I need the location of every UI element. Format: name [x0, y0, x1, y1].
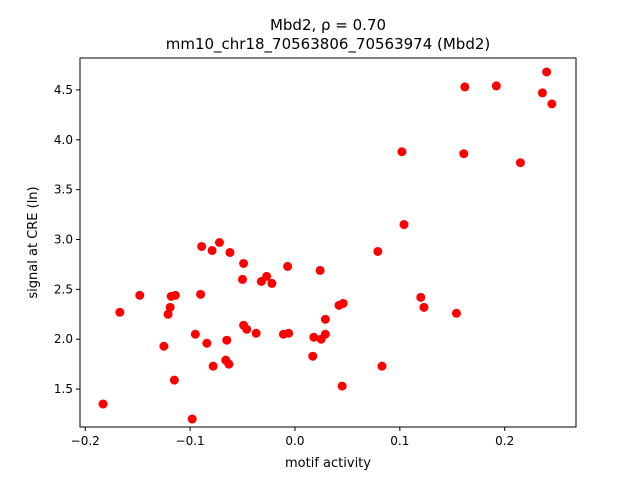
x-tick-label: −0.2: [71, 434, 100, 448]
data-point: [187, 414, 197, 424]
data-point: [242, 324, 252, 334]
data-point: [320, 329, 330, 339]
data-point: [547, 99, 557, 109]
x-tick-label: 0.2: [495, 434, 514, 448]
data-point: [399, 220, 409, 230]
axis-ticks: −0.2 −0.1 0.0 0.1 0.2 1.5 2.0 2.5 3.0 3.5 4.0 4.5: [54, 83, 514, 448]
data-point: [309, 332, 319, 342]
plot-area-frame: [79, 57, 577, 428]
x-tick-label: 0.0: [285, 434, 304, 448]
data-point: [208, 361, 218, 371]
data-point: [308, 351, 318, 361]
data-point: [416, 292, 426, 302]
chart-title-line1: Mbd2, ρ = 0.70: [270, 16, 386, 34]
data-point: [515, 158, 525, 168]
data-point: [537, 88, 547, 98]
data-point: [337, 381, 347, 391]
data-point: [98, 399, 108, 409]
data-point: [169, 375, 179, 385]
data-point: [239, 258, 249, 268]
x-axis-label: motif activity: [285, 456, 371, 471]
data-point: [222, 335, 232, 345]
y-tick-label: 3.5: [54, 183, 73, 197]
y-tick-label: 2.0: [54, 332, 73, 346]
y-tick-label: 1.5: [54, 382, 73, 396]
data-point: [267, 278, 277, 288]
y-tick-label: 2.5: [54, 282, 73, 296]
data-point: [165, 302, 175, 312]
data-point: [491, 81, 501, 91]
data-point: [338, 298, 348, 308]
x-tick-label: −0.1: [176, 434, 205, 448]
data-point: [542, 67, 552, 77]
data-point: [202, 338, 212, 348]
data-point: [170, 290, 180, 300]
y-tick-label: 4.5: [54, 83, 73, 97]
y-axis-label: signal at CRE (ln): [26, 186, 41, 298]
y-tick-label: 4.0: [54, 133, 73, 147]
data-point: [419, 302, 429, 312]
y-tick-label: 3.0: [54, 233, 73, 247]
data-point: [262, 271, 272, 281]
data-point: [320, 314, 330, 324]
data-point: [224, 359, 234, 369]
data-point: [397, 147, 407, 157]
data-point: [190, 329, 200, 339]
data-point: [238, 274, 248, 284]
data-point: [115, 307, 125, 317]
chart-title-line2: mm10_chr18_70563806_70563974 (Mbd2): [166, 35, 491, 54]
data-point: [159, 341, 169, 351]
data-point: [283, 261, 293, 271]
data-point: [197, 241, 207, 251]
data-point: [207, 245, 217, 255]
data-point: [284, 328, 294, 338]
data-point: [459, 149, 469, 159]
data-point: [214, 238, 224, 247]
data-point: [135, 290, 145, 300]
data-point: [163, 309, 173, 319]
data-point: [451, 308, 461, 318]
data-point: [251, 328, 261, 338]
data-point: [315, 265, 325, 275]
data-point: [460, 82, 470, 92]
data-points: [98, 67, 557, 424]
data-point: [377, 361, 387, 371]
data-point: [225, 247, 235, 257]
data-point: [196, 289, 206, 299]
x-tick-label: 0.1: [390, 434, 409, 448]
data-point: [373, 246, 383, 256]
